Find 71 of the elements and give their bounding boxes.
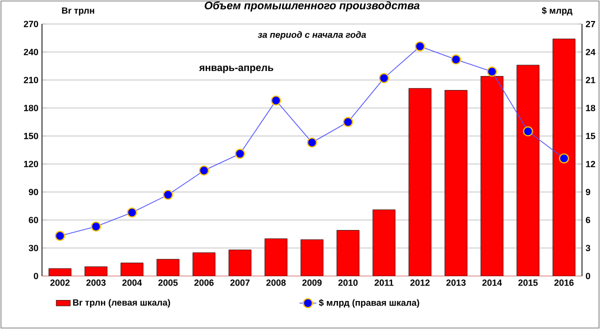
y-tick-label: 120: [24, 160, 38, 168]
x-tick-label: 2015: [518, 280, 538, 286]
x-tick-label: 2016: [554, 280, 574, 286]
point: [306, 137, 318, 148]
y-axis-title: Br трлн: [62, 7, 94, 16]
y2-tick-label: 15: [586, 132, 596, 140]
y-tick-label: 90: [28, 188, 38, 196]
x-tick-label: 2005: [158, 280, 178, 286]
bar: [300, 239, 324, 276]
bar: [372, 210, 396, 276]
bar: [228, 250, 252, 276]
bar: [480, 76, 504, 276]
x-tick-label: 2010: [338, 280, 358, 286]
legend-label: $ млрд (правая шкала): [318, 299, 420, 308]
y2-tick-label: 12: [586, 160, 596, 168]
chart-title: Объем промышленного производства: [204, 1, 420, 12]
y-tick-label: 150: [24, 132, 38, 140]
x-tick-label: 2013: [446, 280, 466, 286]
x-tick-label: 2004: [122, 280, 142, 286]
y2-tick-label: 24: [586, 48, 596, 56]
y-tick-label: 210: [24, 76, 38, 84]
x-tick-label: 2009: [302, 280, 322, 286]
y-tick-label: 240: [24, 48, 38, 56]
bar: [192, 252, 216, 276]
y2-tick-label: 21: [586, 76, 596, 84]
y2-tick-label: 0: [586, 272, 590, 280]
point: [378, 73, 390, 84]
bar: [156, 259, 180, 276]
y-tick-label: 0: [34, 272, 38, 280]
y2-tick-label: 9: [586, 188, 590, 196]
point: [270, 95, 282, 106]
point: [522, 126, 534, 136]
annotation: январь-апрель: [199, 66, 274, 74]
point: [342, 116, 354, 128]
point: [234, 148, 246, 159]
point: [558, 153, 570, 164]
x-tick-label: 2003: [86, 280, 106, 286]
bar: [408, 88, 432, 276]
x-tick-label: 2006: [194, 280, 214, 286]
x-tick-label: 2012: [410, 280, 430, 286]
point: [198, 165, 210, 176]
bar: [444, 90, 468, 276]
bar: [336, 230, 360, 276]
y-tick-label: 60: [28, 216, 38, 224]
y-tick-label: 270: [24, 20, 38, 28]
bar: [552, 38, 576, 276]
text: за период с начала года: [258, 31, 366, 40]
point: [162, 190, 174, 200]
y2-tick-label: 3: [586, 244, 590, 252]
y2-tick-label: 27: [586, 20, 596, 28]
point: [90, 221, 102, 232]
point: [54, 230, 66, 241]
point: [414, 41, 426, 52]
y-tick-label: 180: [24, 104, 38, 112]
y2-tick-label: 6: [586, 216, 590, 224]
x-tick-label: 2008: [266, 280, 286, 286]
x-tick-label: 2011: [374, 280, 394, 286]
x-tick-label: 2002: [50, 280, 70, 286]
y2-axis-title: $ млрд: [542, 6, 572, 16]
point: [486, 66, 498, 77]
x-tick-label: 2007: [230, 280, 250, 286]
bar: [264, 238, 288, 276]
legend-label: Br трлн (левая шкала): [73, 299, 170, 308]
bar: [516, 64, 540, 276]
x-tick-label: 2014: [482, 280, 502, 286]
y2-tick-label: 18: [586, 104, 596, 112]
bar: [84, 266, 108, 276]
point: [450, 54, 462, 65]
y-tick-label: 30: [28, 244, 38, 252]
bar: [120, 262, 144, 276]
point: [126, 207, 138, 218]
